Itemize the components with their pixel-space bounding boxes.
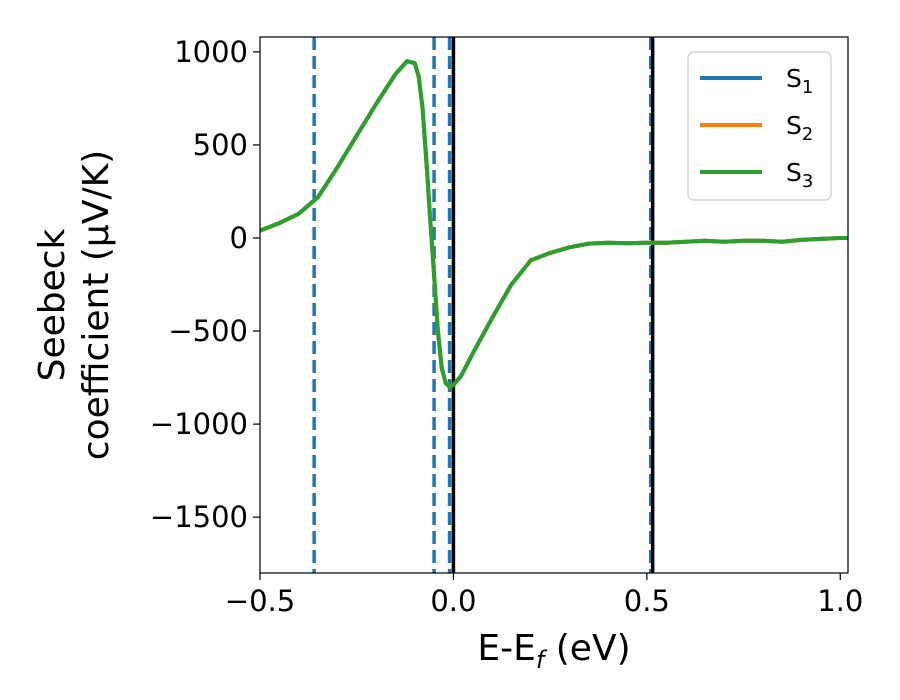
x-axis-ticks: −0.5 0.0 0.5 1.0 <box>225 573 863 618</box>
y-tick-label: −1000 <box>150 407 248 441</box>
legend: S1 S2 S3 <box>687 51 832 201</box>
x-tick-label: −0.5 <box>225 584 295 618</box>
legend-label-s3: S3 <box>786 158 813 192</box>
y-tick-label: 1000 <box>174 35 248 69</box>
legend-label-s2: S2 <box>786 111 813 145</box>
x-tick-label: 0.5 <box>624 584 670 618</box>
legend-items: S1 S2 S3 <box>700 64 813 192</box>
x-tick-label: 1.0 <box>817 584 863 618</box>
y-axis-title: Seebeck coefficient (μV/K) <box>32 150 117 460</box>
y-axis-ticks: 1000 500 0 −500 −1000 −1500 <box>150 35 260 534</box>
series-lines <box>260 59 848 389</box>
y-tick-label: −500 <box>168 314 248 348</box>
y-axis-title-line1: Seebeck <box>32 228 73 381</box>
y-tick-label: −1500 <box>150 500 248 534</box>
y-tick-label: 0 <box>230 221 248 255</box>
x-axis-title-tail: (eV) <box>544 628 630 669</box>
plot-frame <box>259 36 849 574</box>
y-tick-label: 500 <box>193 128 248 162</box>
reference-lines <box>312 37 655 573</box>
x-axis-title-base: E-E <box>477 628 535 669</box>
y-axis-title-line2: coefficient (μV/K) <box>76 150 117 460</box>
x-axis-title: E-Ef (eV) <box>477 628 630 674</box>
series-line-s3 <box>260 59 848 389</box>
x-tick-label: 0.0 <box>430 584 476 618</box>
legend-label-s1: S1 <box>786 64 813 98</box>
